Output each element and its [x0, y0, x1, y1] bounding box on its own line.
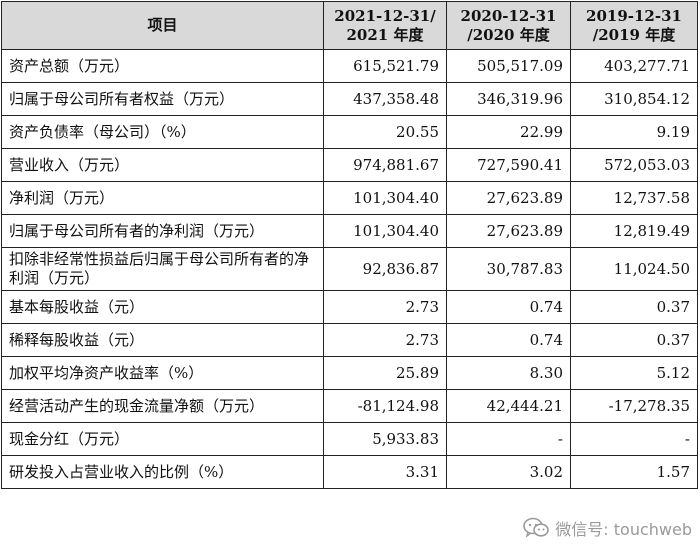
row-label: 现金分红（万元） — [1, 422, 324, 456]
value-2019: 12,737.58 — [570, 181, 698, 215]
value-2021: 92,836.87 — [323, 247, 447, 291]
table-row: 现金分红（万元） 5,933.83- - — [1, 422, 698, 456]
value-2021: 101,304.40 — [323, 214, 447, 248]
row-label: 扣除非经常性损益后归属于母公司所有者的净利润（万元） — [1, 247, 324, 291]
table-row: 基本每股收益（元） 2.73 0.74 0.37 — [1, 290, 698, 324]
value-2021: 3.31 — [323, 455, 447, 489]
value-2021: 5,933.83 — [323, 422, 447, 456]
value-2019: 0.37 — [570, 323, 698, 357]
row-label: 基本每股收益（元） — [1, 290, 324, 324]
value-2019: 0.37 — [570, 290, 698, 324]
table-header-row: 项目 2021-12-31/2021 年度 2020-12-31/2020 年度… — [1, 1, 698, 50]
watermark-text: 微信号: touchweb — [555, 520, 692, 539]
value-2021: 20.55 — [323, 115, 447, 149]
row-label: 归属于母公司所有者权益（万元） — [1, 82, 324, 116]
table-row: 资产负债率（母公司）（%） 20.55 22.99 9.19 — [1, 115, 698, 149]
value-2019: 9.19 — [570, 115, 698, 149]
value-2020: - — [446, 422, 571, 456]
row-label: 研发投入占营业收入的比例（%） — [1, 455, 324, 489]
row-label: 归属于母公司所有者的净利润（万元） — [1, 214, 324, 248]
value-2021: 437,358.48 — [323, 82, 447, 116]
table-row: 资产总额（万元） 615,521.79 505,517.09 403,277.71 — [1, 49, 698, 83]
table-row: 归属于母公司所有者的净利润（万元） 101,304.40 27,623.89 12,8… — [1, 214, 698, 248]
financial-table: 项目 2021-12-31/2021 年度 2020-12-31/2020 年度… — [1, 1, 698, 489]
value-2020: 727,590.41 — [446, 148, 571, 182]
value-2020: 27,623.89 — [446, 214, 571, 248]
header-2021: 2021-12-31/2021 年度 — [323, 1, 447, 50]
row-label: 加权平均净资产收益率（%） — [1, 356, 324, 390]
header-2019: 2019-12-31/2019 年度 — [570, 1, 698, 50]
value-2020: 8.30 — [446, 356, 571, 390]
value-2021: 2.73 — [323, 323, 447, 357]
table-row: 净利润（万元） 101,304.40 27,623.89 12,737.58 — [1, 181, 698, 215]
value-2019: -17,278.35 — [570, 389, 698, 423]
value-2021: 615,521.79 — [323, 49, 447, 83]
row-label: 稀释每股收益（元） — [1, 323, 324, 357]
row-label: 资产总额（万元） — [1, 49, 324, 83]
watermark: 微信号: touchweb — [523, 514, 692, 542]
value-2019: 1.57 — [570, 455, 698, 489]
value-2020: 42,444.21 — [446, 389, 571, 423]
table-row: 稀释每股收益（元） 2.73 0.74 0.37 — [1, 323, 698, 357]
row-label: 资产负债率（母公司）（%） — [1, 115, 324, 149]
value-2019: 11,024.50 — [570, 247, 698, 291]
value-2021: 2.73 — [323, 290, 447, 324]
value-2020: 27,623.89 — [446, 181, 571, 215]
value-2020: 30,787.83 — [446, 247, 571, 291]
table-row: 经营活动产生的现金流量净额（万元） -81,124.98 42,444.21 -17,… — [1, 389, 698, 423]
row-label: 经营活动产生的现金流量净额（万元） — [1, 389, 324, 423]
value-2021: 101,304.40 — [323, 181, 447, 215]
value-2019: 12,819.49 — [570, 214, 698, 248]
value-2020: 0.74 — [446, 290, 571, 324]
row-label: 营业收入（万元） — [1, 148, 324, 182]
value-2019: 572,053.03 — [570, 148, 698, 182]
table-row: 研发投入占营业收入的比例（%） 3.31 3.02 1.57 — [1, 455, 698, 489]
table-row: 加权平均净资产收益率（%） 25.89 8.30 5.12 — [1, 356, 698, 390]
value-2021: -81,124.98 — [323, 389, 447, 423]
row-label: 净利润（万元） — [1, 181, 324, 215]
table-row: 营业收入（万元） 974,881.67 727,590.41 572,053.03 — [1, 148, 698, 182]
value-2020: 22.99 — [446, 115, 571, 149]
table-row: 归属于母公司所有者权益（万元） 437,358.48 346,319.96 310,8… — [1, 82, 698, 116]
value-2020: 346,319.96 — [446, 82, 571, 116]
value-2019: 403,277.71 — [570, 49, 698, 83]
header-item: 项目 — [1, 1, 324, 50]
value-2021: 974,881.67 — [323, 148, 447, 182]
value-2021: 25.89 — [323, 356, 447, 390]
value-2020: 3.02 — [446, 455, 571, 489]
table-row: 扣除非经常性损益后归属于母公司所有者的净利润（万元） 92,836.87 30,78… — [1, 247, 698, 291]
value-2019: 310,854.12 — [570, 82, 698, 116]
wechat-icon — [523, 517, 550, 539]
value-2020: 0.74 — [446, 323, 571, 357]
value-2019: 5.12 — [570, 356, 698, 390]
value-2019: - — [570, 422, 698, 456]
value-2020: 505,517.09 — [446, 49, 571, 83]
header-2020: 2020-12-31/2020 年度 — [446, 1, 571, 50]
